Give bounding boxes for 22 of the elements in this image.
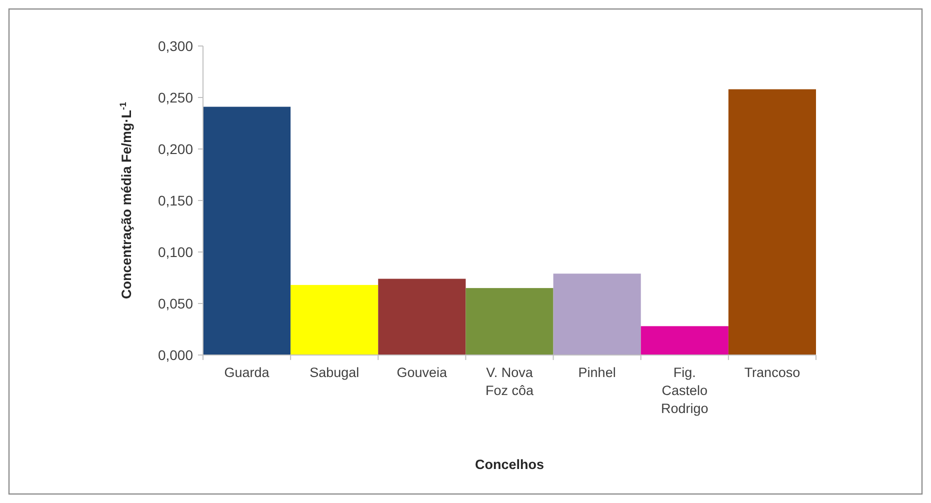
y-tick-label: 0,000 bbox=[158, 346, 194, 363]
bar bbox=[728, 89, 816, 355]
y-tick-label: 0,250 bbox=[158, 89, 194, 106]
x-tick-label: V. Nova Foz côa bbox=[485, 365, 534, 398]
y-tick-label: 0,150 bbox=[158, 192, 194, 208]
x-tick-label: Gouveia bbox=[396, 365, 448, 380]
bar bbox=[553, 274, 641, 355]
x-tick-label: Guarda bbox=[224, 365, 270, 380]
bar bbox=[640, 326, 728, 355]
bar bbox=[203, 106, 291, 355]
x-tick-label: Fig. Castelo Rodrigo bbox=[661, 365, 708, 416]
x-tick-label: Pinhel bbox=[578, 365, 616, 380]
y-tick-label: 0,200 bbox=[158, 140, 194, 157]
x-axis-title: Concelhos bbox=[474, 457, 544, 472]
y-tick-label: 0,300 bbox=[158, 38, 194, 54]
y-tick-label: 0,050 bbox=[158, 295, 194, 312]
y-tick-label: 0,100 bbox=[158, 244, 194, 260]
bar bbox=[378, 278, 466, 355]
bar bbox=[466, 288, 554, 355]
x-tick-label: Sabugal bbox=[310, 365, 360, 380]
bar bbox=[290, 284, 378, 355]
x-tick-label: Trancoso bbox=[744, 365, 800, 380]
